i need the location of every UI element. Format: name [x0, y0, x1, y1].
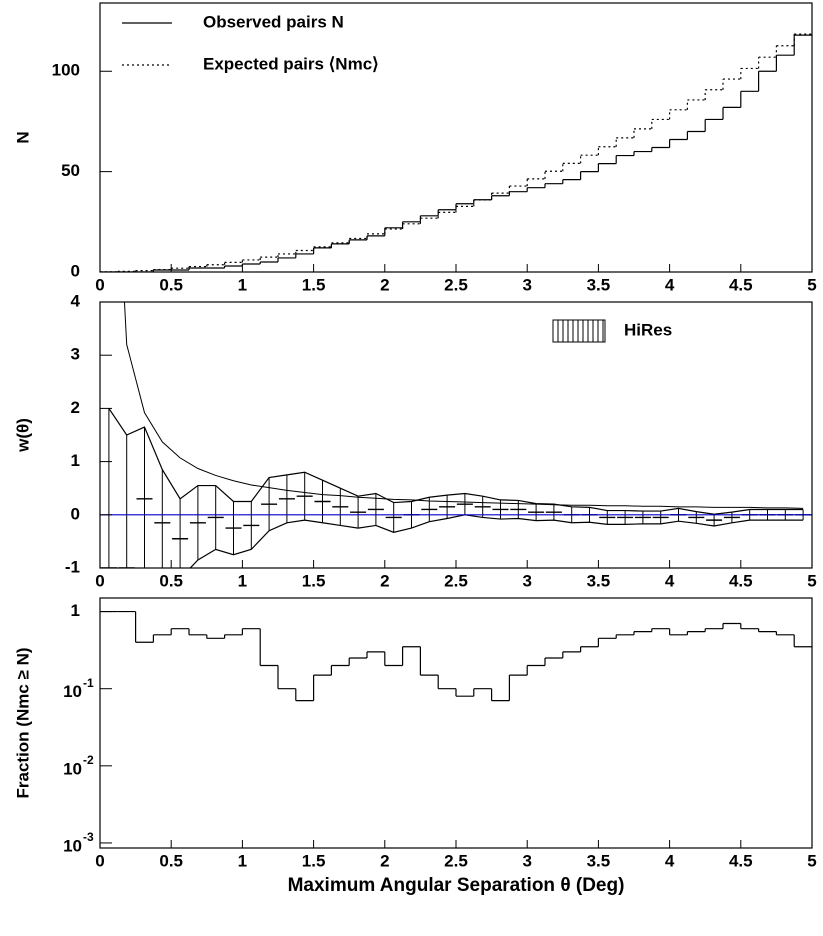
plot-area [100, 33, 812, 272]
x-tick-label: 2 [380, 571, 389, 590]
y-axis-label: N [13, 131, 32, 143]
band-upper [108, 408, 804, 515]
legend-swatch [552, 319, 606, 343]
x-tick-label: 4.5 [729, 275, 753, 294]
x-tick-label: 2 [380, 275, 389, 294]
x-tick-label: 5 [807, 851, 816, 870]
plot-area [100, 610, 812, 702]
y-tick-exponent: -3 [83, 830, 94, 844]
x-tick-label: 3.5 [587, 851, 611, 870]
y-tick-label: 4 [71, 291, 81, 310]
x-tick-label: 0 [95, 275, 104, 294]
x-tick-label: 0.5 [159, 571, 183, 590]
x-tick-label: 3 [522, 571, 531, 590]
x-tick-label: 1 [238, 275, 247, 294]
plot-frame [99, 2, 813, 273]
x-tick-label: 2.5 [444, 275, 468, 294]
legend-label: Expected pairs ⟨Nmc⟩ [203, 54, 379, 73]
y-tick-label: 100 [52, 61, 80, 80]
legend-label: HiRes [624, 320, 672, 339]
band-lower [189, 514, 804, 568]
y-tick-label: 0 [71, 261, 80, 280]
y-tick-label: 2 [71, 398, 80, 417]
y-tick-exponent: -1 [83, 676, 94, 690]
legend-label: Observed pairs N [203, 12, 344, 31]
x-tick-label: 4 [665, 571, 675, 590]
x-tick-label: 3 [522, 851, 531, 870]
x-tick-label: 3 [522, 275, 531, 294]
x-tick-label: 2.5 [444, 851, 468, 870]
x-tick-label: 4.5 [729, 851, 753, 870]
y-tick-label: 50 [61, 161, 80, 180]
y-tick-label: 10 [63, 682, 82, 701]
x-tick-label: 0.5 [159, 275, 183, 294]
x-axis-label: Maximum Angular Separation θ (Deg) [288, 875, 625, 896]
plot-frame [99, 597, 813, 849]
x-tick-label: 4 [665, 275, 675, 294]
x-tick-label: 5 [807, 571, 816, 590]
y-axis-label: w(θ) [13, 418, 32, 453]
y-tick-exponent: -2 [83, 753, 94, 767]
x-tick-label: 0 [95, 851, 104, 870]
x-tick-label: 2 [380, 851, 389, 870]
x-tick-label: 5 [807, 275, 816, 294]
x-tick-label: 1 [238, 851, 247, 870]
x-tick-label: 3.5 [587, 571, 611, 590]
x-tick-label: 1.5 [302, 851, 326, 870]
y-tick-label: 0 [71, 504, 80, 523]
x-tick-label: 2.5 [444, 571, 468, 590]
x-tick-label: 4.5 [729, 571, 753, 590]
x-tick-label: 0 [95, 571, 104, 590]
plot-frame [99, 301, 813, 569]
x-tick-label: 1 [238, 571, 247, 590]
x-tick-label: 3.5 [587, 275, 611, 294]
x-tick-label: 1.5 [302, 275, 326, 294]
curve [123, 302, 804, 509]
y-axis-label: Fraction (Nmc ≥ N) [13, 647, 32, 798]
plot-area [100, 302, 812, 568]
y-tick-label: 10 [63, 836, 82, 855]
x-tick-label: 4 [665, 851, 675, 870]
y-tick-label: 1 [71, 451, 80, 470]
y-tick-label: 1 [71, 601, 80, 620]
y-tick-label: 10 [63, 759, 82, 778]
y-tick-label: -1 [65, 557, 80, 576]
x-tick-label: 0.5 [159, 851, 183, 870]
x-tick-label: 1.5 [302, 571, 326, 590]
y-tick-label: 3 [71, 345, 80, 364]
